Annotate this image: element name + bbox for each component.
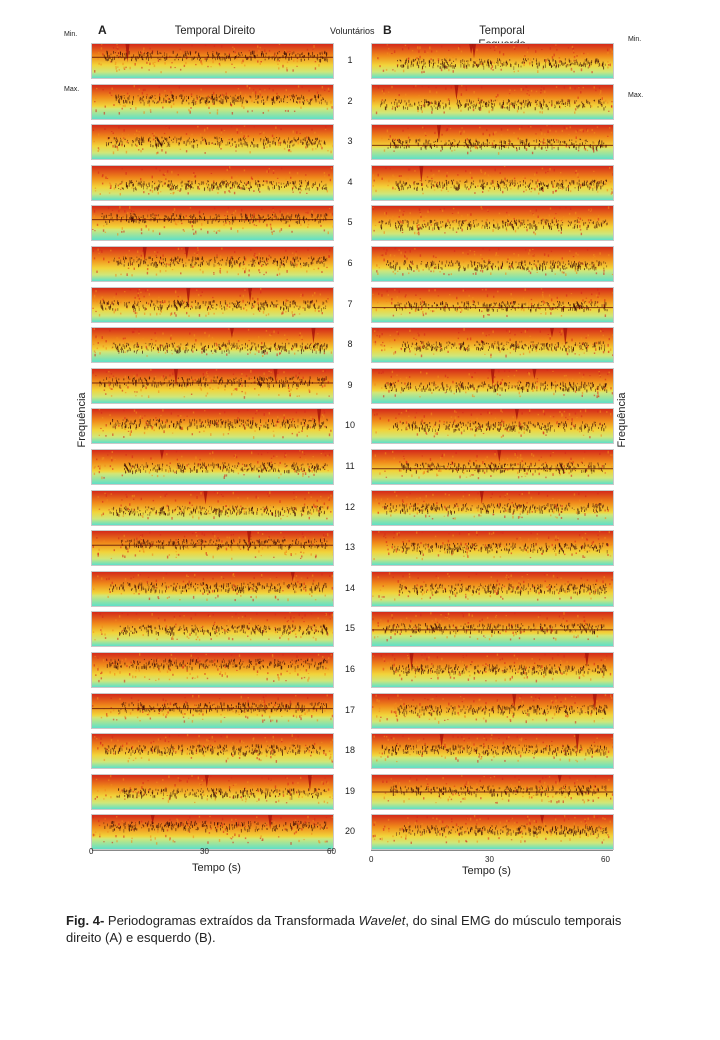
scale-min-label-left: Min. <box>64 31 78 38</box>
caption-label: Fig. 4- <box>66 913 105 928</box>
caption-text-after: , do sinal EMG do músculo temporais dire… <box>66 913 622 945</box>
caption-text-before: Periodogramas extraídos da Transformada <box>104 913 359 928</box>
volunteer-number: 10 <box>344 420 355 431</box>
spectrogram-b-16 <box>371 652 614 688</box>
spectrogram-b-3 <box>371 124 614 161</box>
spectrogram-b-9 <box>371 367 614 404</box>
spectrogram-b-7 <box>371 286 614 323</box>
spectrogram-b-15 <box>371 611 614 648</box>
volunteer-number: 9 <box>347 379 353 390</box>
x-tick-b-0: 0 <box>369 855 374 864</box>
spectrogram-b-17 <box>371 692 614 729</box>
x-tick-a-60: 60 <box>327 847 336 856</box>
spectrogram-b-4 <box>371 164 614 201</box>
volunteer-number: 3 <box>347 136 353 147</box>
volunteer-number: 14 <box>344 582 355 593</box>
panel-a-title: Temporal Direito <box>174 23 256 37</box>
spectrogram-a-6 <box>91 246 334 282</box>
caption-italic: Wavelet <box>358 913 406 928</box>
spectrogram-a-5 <box>91 205 334 242</box>
scale-min-label-right: Min. <box>628 36 642 43</box>
spectrogram-b-14 <box>371 570 614 607</box>
spectrogram-b-6 <box>371 246 614 282</box>
volunteer-number: 18 <box>344 745 355 756</box>
spectrogram-b-8 <box>371 327 614 364</box>
spectrogram-a-3 <box>91 124 334 161</box>
spectrogram-a-12 <box>91 489 334 526</box>
volunteer-number: 13 <box>344 542 355 553</box>
x-axis-title-a: Tempo (s) <box>192 862 241 874</box>
volunteer-number: 12 <box>344 501 355 512</box>
x-tick-b-30: 30 <box>485 855 494 864</box>
x-axis-title-b: Tempo (s) <box>462 865 511 877</box>
y-axis-label-right: Frequência <box>616 392 628 448</box>
spectrogram-a-17 <box>91 692 334 729</box>
volunteer-number: 7 <box>347 298 353 309</box>
volunteers-header: Voluntários <box>330 26 375 36</box>
volunteer-number: 8 <box>347 339 353 350</box>
x-tick-a-30: 30 <box>200 847 209 856</box>
spectrogram-b-18 <box>371 733 614 770</box>
x-tick-a-0: 0 <box>89 847 94 856</box>
volunteer-number: 1 <box>347 55 353 65</box>
spectrogram-b-19 <box>371 773 614 810</box>
spectrogram-a-2 <box>91 83 334 120</box>
spectrogram-a-18 <box>91 733 334 770</box>
spectrogram-b-10 <box>371 408 614 445</box>
x-axis-line-a <box>92 850 334 851</box>
panel-a-letter: A <box>98 23 107 37</box>
volunteer-number: 11 <box>345 461 355 471</box>
volunteer-number: 2 <box>347 95 353 106</box>
volunteer-number: 6 <box>347 258 353 268</box>
volunteer-number: 5 <box>347 217 353 228</box>
spectrogram-a-11 <box>91 449 334 485</box>
spectrogram-a-13 <box>91 530 334 567</box>
volunteer-number: 16 <box>344 664 355 674</box>
spectrogram-a-7 <box>91 286 334 323</box>
volunteer-number: 19 <box>344 785 355 796</box>
spectrogram-b-1 <box>371 43 614 79</box>
spectrogram-a-16 <box>91 652 334 688</box>
figure-caption: Fig. 4- Periodogramas extraídos da Trans… <box>66 912 656 946</box>
spectrogram-a-1 <box>91 43 334 79</box>
scale-max-label-left: Max. <box>64 86 80 93</box>
x-tick-b-60: 60 <box>601 855 610 864</box>
volunteer-number: 4 <box>347 176 353 187</box>
y-axis-label-left: Frequência <box>76 392 88 448</box>
spectrogram-a-9 <box>91 367 334 404</box>
x-axis-line-b <box>371 850 613 851</box>
volunteer-number: 20 <box>344 826 355 837</box>
volunteer-number: 17 <box>344 704 355 715</box>
spectrogram-a-19 <box>91 773 334 810</box>
panel-b-letter: B <box>383 23 392 37</box>
spectrogram-b-2 <box>371 83 614 120</box>
volunteer-number: 15 <box>344 623 355 634</box>
spectrogram-b-13 <box>371 530 614 567</box>
spectrogram-a-4 <box>91 164 334 201</box>
spectrogram-a-14 <box>91 570 334 607</box>
scale-max-label-right: Max. <box>628 92 644 99</box>
spectrogram-a-20 <box>91 814 334 851</box>
spectrogram-b-5 <box>371 205 614 242</box>
spectrogram-a-15 <box>91 611 334 648</box>
spectrogram-a-10 <box>91 408 334 445</box>
spectrogram-b-20 <box>371 814 614 851</box>
spectrogram-b-12 <box>371 489 614 526</box>
spectrogram-b-11 <box>371 449 614 485</box>
spectrogram-a-8 <box>91 327 334 364</box>
